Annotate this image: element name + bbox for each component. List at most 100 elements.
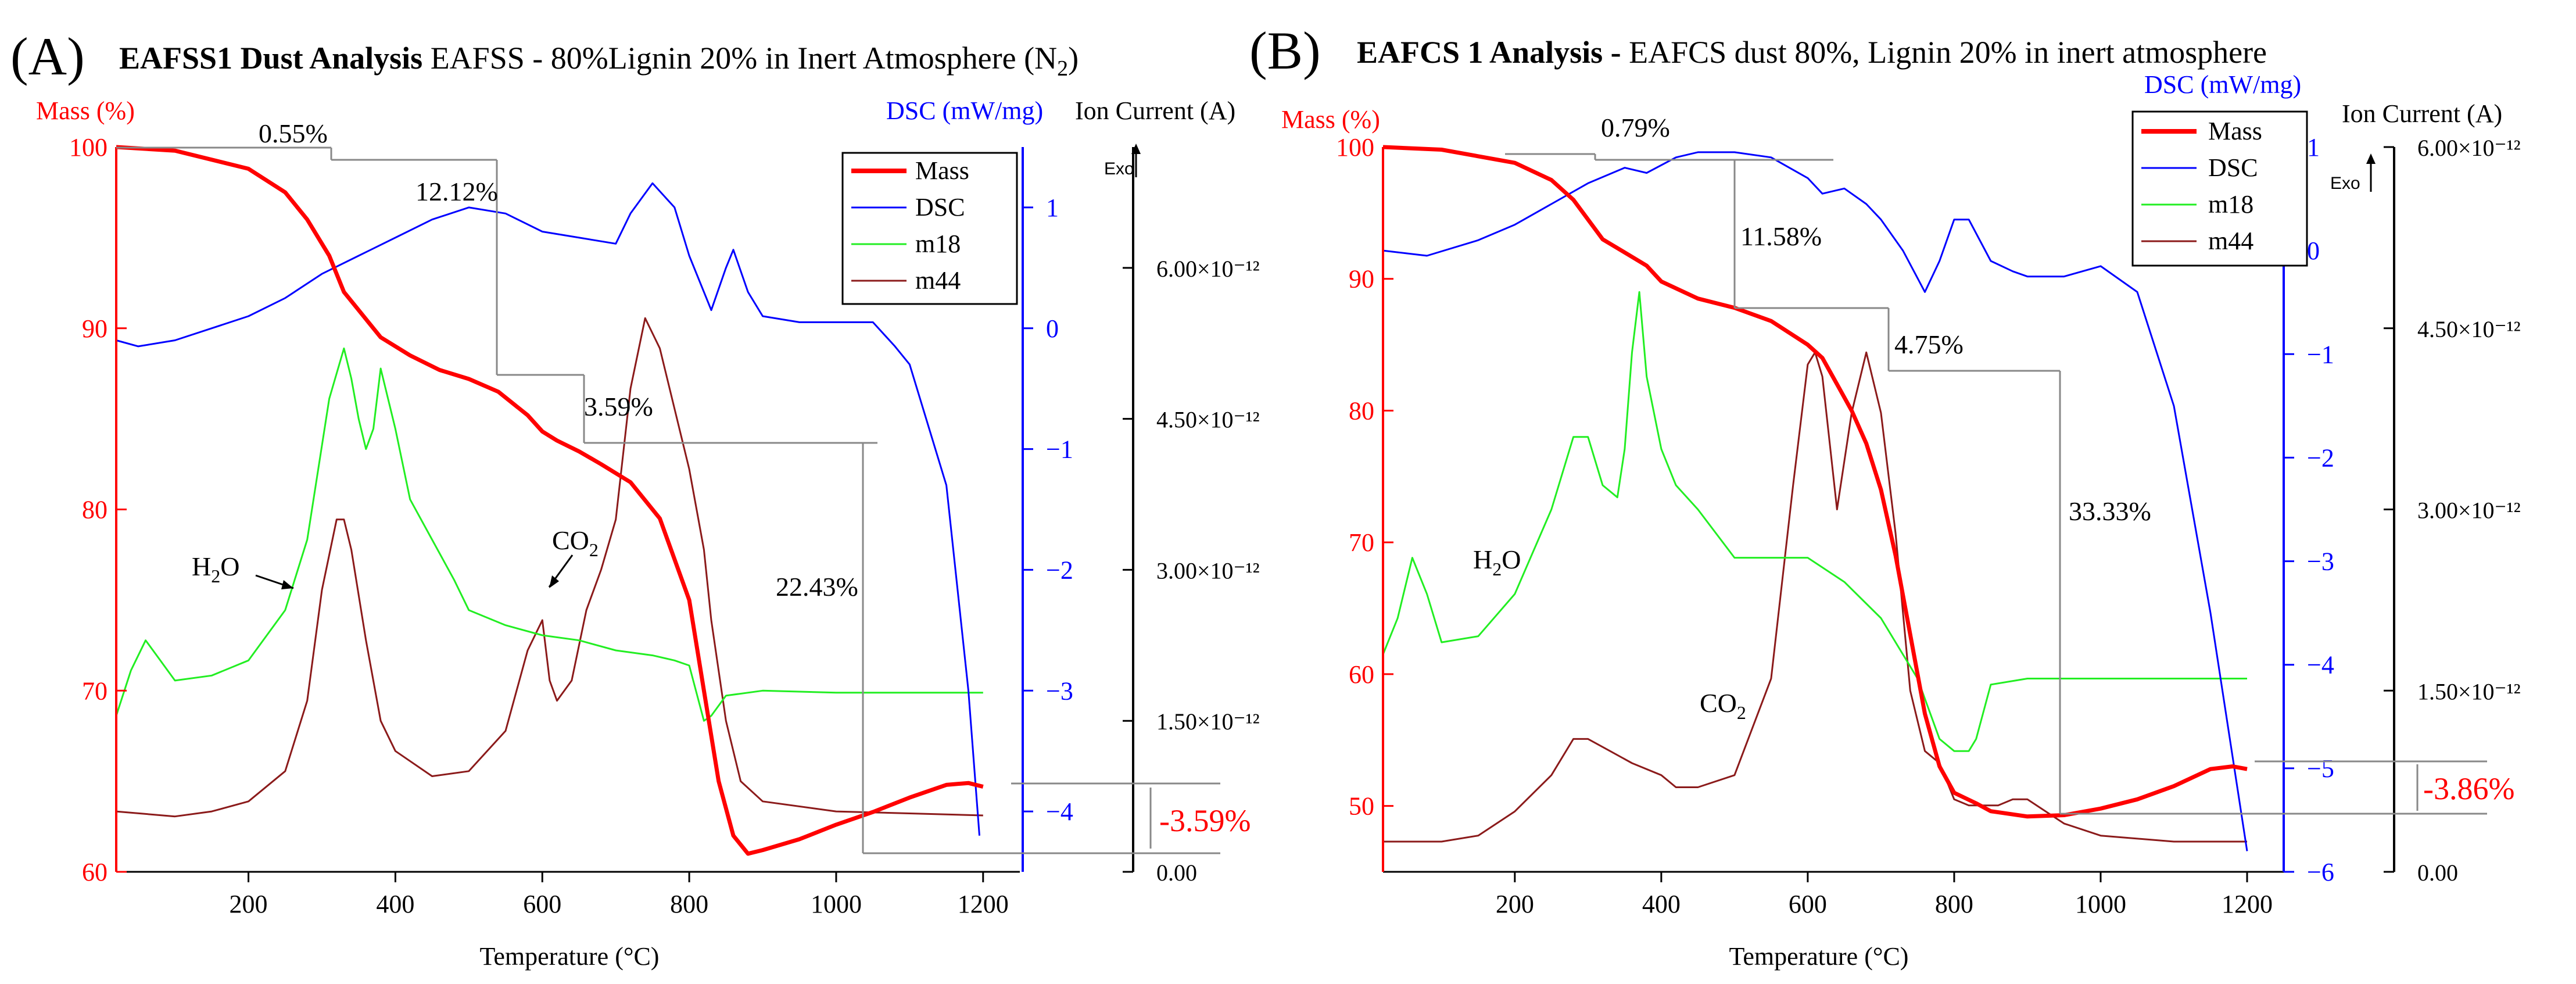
panel-b-series-dsc (1382, 151, 2248, 851)
panel-a-xlabel: Temperature (°C) (480, 942, 660, 971)
panel-b-x-tick-label: 1200 (2222, 890, 2273, 918)
panel-b-x-tick-label: 800 (1935, 890, 1973, 918)
panel-a-co2-arrow-head (549, 575, 559, 588)
panel-b-x-tick-label: 1000 (2075, 890, 2126, 918)
panel-b-step-label-4: 33.33% (2069, 496, 2151, 526)
legend-label-dsc: DSC (915, 193, 965, 221)
panel-b-series-m18 (1382, 291, 2247, 752)
panel-b-step-label-5: -3.86% (2423, 771, 2514, 806)
panel-b-mass-tick-label: 80 (1349, 396, 1374, 425)
panel-a-mass-tick-label: 90 (82, 314, 108, 343)
panel-a-legend: Mass DSC m18 m44 (841, 152, 1018, 305)
panel-a-plot-area: 200 400 600 800 1000 1200 60 70 80 90 100 −4 −3 −2 −1 0… (69, 133, 1260, 918)
panel-b-exo-arrow-head (2366, 153, 2376, 164)
panel-b-title-bold: EAFCS 1 Analysis - (1357, 35, 1621, 70)
panel-a-dsc-label: DSC (mW/mg) (886, 96, 1043, 125)
panel-a-mass-tick-label: 80 (82, 496, 108, 524)
panel-b-dsc-tick-label: 1 (2307, 133, 2320, 162)
panel-a-title-rest: EAFSS - 80%Lignin 20% in Inert Atmospher… (431, 41, 1057, 76)
panel-b-dsc-tick-label: −2 (2307, 443, 2334, 472)
panel-b-xlabel: Temperature (°C) (1729, 942, 1909, 971)
panel-b-ion-tick-label: 4.50×10⁻¹² (2417, 316, 2521, 342)
legend-label-m44: m44 (2208, 227, 2253, 255)
panel-b-exo-label: Exo (2330, 174, 2360, 193)
panel-a-title-bold: EAFSS1 Dust Analysis (119, 41, 422, 76)
panel-a-dsc-tick-label: 1 (1046, 194, 1059, 222)
panel-a-ion-tick-label: 0.00 (1156, 860, 1197, 886)
panel-b-mass-tick-label: 90 (1349, 265, 1374, 294)
panel-a-x-tick-label: 800 (670, 890, 708, 918)
panel-a-co2-label: CO2 (552, 525, 599, 560)
panel-a-step-label-3: 3.59% (584, 392, 653, 421)
panel-a-step-label-4: 22.43% (776, 572, 858, 602)
panel-a-series-m44 (116, 317, 983, 818)
panel-a-series-mass (116, 145, 984, 856)
legend-label-mass: Mass (915, 156, 969, 185)
panel-a-ion-tick-label: 6.00×10⁻¹² (1156, 256, 1260, 282)
panel-b-x-tick-label: 200 (1496, 890, 1534, 918)
panel-a: (A) EAFSS1 Dust Analysis EAFSS - 80%Lign… (10, 27, 1260, 971)
panel-a-mass-tick-label: 60 (82, 858, 108, 886)
panel-b-legend: Mass DSC m18 m44 (2131, 110, 2308, 267)
panel-b-title: EAFCS 1 Analysis - EAFCS dust 80%, Ligni… (1357, 35, 2267, 70)
panel-a-ion-tick-label: 4.50×10⁻¹² (1156, 407, 1260, 433)
panel-b-series-m44 (1383, 351, 2247, 843)
panel-b-step-label-1: 0.79% (1601, 113, 1670, 142)
panel-a-mass-tick-label: 100 (69, 133, 108, 162)
panel-a-dsc-tick-label: 0 (1046, 314, 1059, 343)
panel-b-dsc-tick-label: −1 (2307, 340, 2334, 368)
panel-b-ion-tick-label: 0.00 (2417, 860, 2458, 886)
panel-b-x-tick-label: 600 (1789, 890, 1827, 918)
panel-a-step-label-5: -3.59% (1159, 803, 1251, 838)
legend-label-m44: m44 (915, 266, 961, 295)
panel-b-dsc-label: DSC (mW/mg) (2144, 70, 2301, 99)
panel-b-x-tick-label: 400 (1642, 890, 1681, 918)
panel-a-x-tick-label: 200 (230, 890, 268, 918)
panel-b-ion-tick-label: 3.00×10⁻¹² (2417, 498, 2521, 524)
panel-b-series-mass (1382, 145, 2248, 819)
legend-label-dsc: DSC (2208, 153, 2258, 182)
panel-b-step-label-2: 11.58% (1740, 221, 1822, 251)
panel-a-dsc-tick-label: −1 (1046, 435, 1073, 464)
panel-b: (B) EAFCS 1 Analysis - EAFCS dust 80%, L… (1249, 21, 2521, 971)
panel-b-dsc-tick-label: −5 (2307, 754, 2334, 783)
panel-b-step-lines (1505, 153, 2487, 815)
panel-a-mass-tick-label: 70 (82, 677, 108, 705)
panel-b-ion-tick-label: 6.00×10⁻¹² (2417, 135, 2521, 161)
legend-label-mass: Mass (2208, 117, 2262, 145)
panel-a-mass-label: Mass (%) (36, 96, 135, 125)
panel-a-title: EAFSS1 Dust Analysis EAFSS - 80%Lignin 2… (119, 41, 1079, 81)
panel-b-mass-tick-label: 50 (1349, 792, 1374, 821)
panel-b-h2o-label: H2O (1473, 545, 1521, 579)
panel-b-title-rest: EAFCS dust 80%, Lignin 20% in inert atmo… (1629, 35, 2267, 70)
panel-b-step-label-3: 4.75% (1894, 330, 1964, 359)
panel-a-x-tick-label: 1200 (958, 890, 1009, 918)
panel-a-h2o-label: H2O (192, 552, 239, 586)
panel-a-exo-label: Exo (1104, 159, 1134, 178)
panel-a-step-label-2: 12.12% (415, 177, 498, 206)
panel-b-dsc-tick-label: 0 (2307, 237, 2320, 265)
panel-b-mass-tick-label: 100 (1336, 133, 1374, 162)
panel-a-title-end: ) (1068, 41, 1079, 76)
panel-a-ion-tick-label: 1.50×10⁻¹² (1156, 709, 1260, 735)
panel-a-x-tick-label: 600 (523, 890, 561, 918)
panel-a-dsc-tick-label: −4 (1046, 797, 1073, 826)
panel-b-mass-tick-label: 70 (1349, 528, 1374, 557)
panel-a-dsc-tick-label: −2 (1046, 556, 1073, 584)
panel-a-title-sub: 2 (1057, 56, 1068, 81)
panel-a-ion-tick-label: 3.00×10⁻¹² (1156, 557, 1260, 584)
panel-b-plot-area: 200 400 600 800 1000 1200 50 60 70 80 90 100 −6 −5 −4 −… (1336, 133, 2521, 918)
panel-b-co2-label: CO2 (1700, 688, 1746, 723)
panel-b-mass-tick-label: 60 (1349, 660, 1374, 689)
panel-b-mass-label: Mass (%) (1281, 105, 1380, 134)
panel-a-series-m18 (115, 347, 983, 722)
panel-a-h2o-arrow-head (281, 580, 293, 589)
panel-b-dsc-tick-label: −3 (2307, 548, 2334, 576)
panel-a-x-tick-label: 1000 (811, 890, 862, 918)
panel-b-letter: (B) (1249, 21, 1321, 80)
panel-a-x-tick-label: 400 (376, 890, 414, 918)
panel-a-series-dsc (116, 182, 980, 836)
panel-a-dsc-tick-label: −3 (1046, 677, 1073, 705)
panel-b-dsc-tick-label: −6 (2307, 858, 2334, 886)
